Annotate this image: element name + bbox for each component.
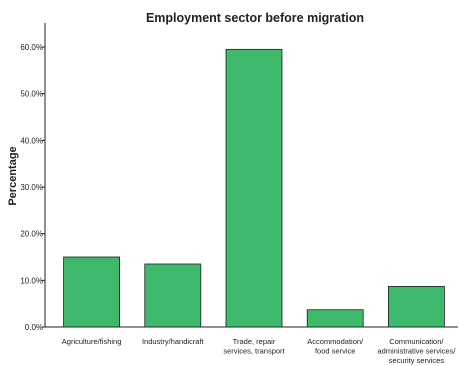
y-tick-label: 10.0% [20, 276, 43, 285]
bar-3 [225, 48, 283, 328]
x-category-label: Accommodation/food service [307, 337, 364, 356]
y-axis-label: Percentage [7, 146, 19, 205]
y-tick-label: 40.0% [20, 136, 43, 145]
bars [63, 48, 445, 328]
y-tick-label: 60.0% [20, 43, 43, 52]
y-tick-label: 50.0% [20, 90, 43, 99]
x-category-label: Trade, repair services, transport [223, 337, 285, 356]
y-tick-label: 30.0% [20, 183, 43, 192]
bar-4 [306, 309, 364, 328]
y-tick-label: 0.0% [25, 323, 43, 332]
bar-1 [63, 256, 120, 328]
x-category-label: Communication/administrative services/se… [377, 337, 456, 365]
x-axis-category-labels: Agriculture/fishing Industry/handicraft Tr… [62, 337, 456, 365]
y-tick-label: 20.0% [20, 230, 43, 239]
bar-2 [144, 263, 202, 328]
bar-5 [387, 285, 445, 328]
y-axis-ticks: 0.0% 10.0% 20.0% 30.0% 40.0% 50.0% 60.0% [20, 43, 45, 332]
chart-title: Employment sector before migration [146, 11, 364, 25]
x-category-label: Industry/handicraft [142, 337, 205, 346]
x-category-label: Agriculture/fishing [62, 337, 122, 346]
